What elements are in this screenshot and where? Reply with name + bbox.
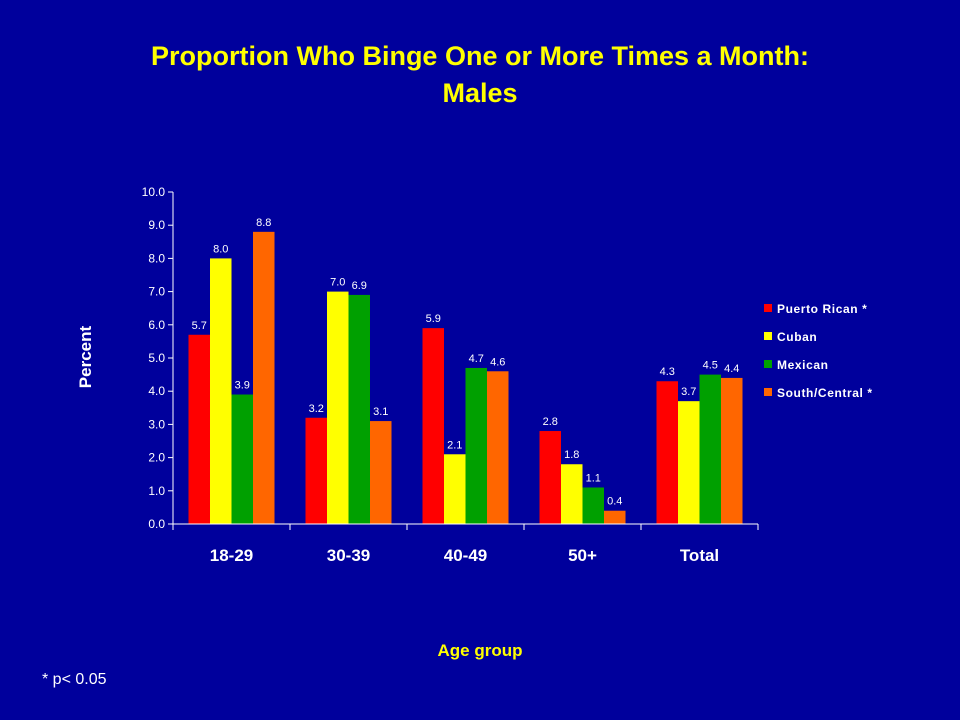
legend-label: South/Central *: [777, 386, 873, 400]
data-label: 4.3: [660, 366, 675, 378]
data-label: 4.4: [724, 363, 739, 375]
legend-swatch: [764, 304, 772, 312]
data-label: 4.5: [703, 360, 718, 372]
y-tick-label: 0.0: [148, 517, 165, 531]
data-label: 3.9: [235, 380, 250, 392]
data-label: 0.4: [607, 496, 622, 508]
data-label: 1.8: [564, 449, 579, 461]
x-category-label: Total: [680, 546, 719, 565]
y-tick-label: 5.0: [148, 351, 165, 365]
y-tick-label: 7.0: [148, 285, 165, 299]
bar-30-39-mexican: [348, 294, 370, 524]
y-tick-label: 1.0: [148, 484, 165, 498]
data-label: 7.0: [330, 277, 345, 289]
data-label: 3.7: [681, 386, 696, 398]
bar-40-49-cuban: [444, 454, 466, 524]
bar-Total-mexican: [699, 374, 721, 524]
y-tick-label: 9.0: [148, 218, 165, 232]
footnote: * p< 0.05: [42, 671, 107, 688]
y-tick-label: 10.0: [142, 185, 166, 199]
bar-50+-puertorican: [539, 431, 561, 524]
bar-40-49-puertorican: [422, 328, 444, 524]
chart-title: Proportion Who Binge One or More Times a…: [0, 38, 960, 112]
bar-50+-mexican: [582, 487, 604, 524]
data-label: 4.7: [469, 353, 484, 365]
data-label: 8.8: [256, 217, 271, 229]
bar-30-39-cuban: [327, 291, 349, 524]
bar-30-39-puertorican: [305, 417, 327, 524]
bar-18-29-cuban: [210, 258, 232, 524]
y-axis-title: Percent: [76, 325, 95, 389]
y-tick-label: 3.0: [148, 417, 165, 431]
bar-Total-cuban: [678, 401, 700, 524]
data-label: 6.9: [352, 280, 367, 292]
x-category-label: 30-39: [327, 546, 370, 565]
legend-label: Mexican: [777, 358, 829, 372]
data-label: 2.1: [447, 439, 462, 451]
x-category-label: 18-29: [210, 546, 253, 565]
bar-18-29-southcentral: [253, 231, 275, 524]
bar-18-29-mexican: [231, 394, 253, 524]
legend-swatch: [764, 388, 772, 396]
x-axis-title: Age group: [437, 641, 523, 660]
data-label: 3.2: [309, 403, 324, 415]
bar-40-49-southcentral: [487, 371, 509, 524]
data-label: 4.6: [490, 356, 505, 368]
y-tick-label: 8.0: [148, 251, 165, 265]
x-category-label: 40-49: [444, 546, 487, 565]
y-tick-label: 4.0: [148, 384, 165, 398]
data-label: 5.9: [426, 313, 441, 325]
data-label: 8.0: [213, 243, 228, 255]
bar-50+-cuban: [561, 464, 583, 524]
x-category-label: 50+: [568, 546, 597, 565]
bar-40-49-mexican: [465, 367, 487, 524]
data-label: 5.7: [192, 320, 207, 332]
legend-swatch: [764, 332, 772, 340]
data-label: 2.8: [543, 416, 558, 428]
data-label: 3.1: [373, 406, 388, 418]
legend-label: Puerto Rican *: [777, 302, 867, 316]
bar-Total-southcentral: [721, 377, 743, 524]
bar-30-39-southcentral: [370, 421, 392, 524]
chart-title-line1: Proportion Who Binge One or More Times a…: [151, 41, 809, 71]
chart-title-line2: Males: [442, 78, 518, 108]
bar-Total-puertorican: [656, 381, 678, 524]
bar-18-29-puertorican: [188, 334, 210, 524]
legend-label: Cuban: [777, 330, 817, 344]
data-label: 1.1: [586, 472, 601, 484]
legend-swatch: [764, 360, 772, 368]
y-tick-label: 6.0: [148, 318, 165, 332]
y-tick-label: 2.0: [148, 451, 165, 465]
bar-50+-southcentral: [604, 510, 626, 524]
